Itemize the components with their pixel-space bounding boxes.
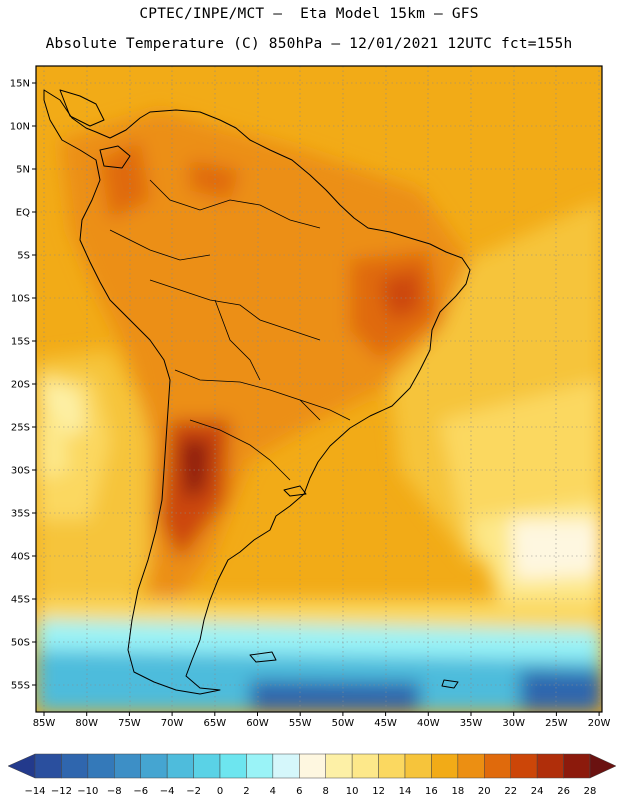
map-frame [35,65,603,713]
longitude-tick-label: 65W [203,718,226,729]
colorbar-tick-label: 10 [346,786,359,797]
latitude-tick-label: 5N [16,165,30,176]
colorbar-lower-extension [7,753,36,779]
colorbar-segment [246,753,274,779]
colorbar-segment [510,753,538,779]
colorbar-tick-label: 2 [243,786,249,797]
colorbar-tick-label: −2 [186,786,201,797]
colorbar-tick-label: −10 [77,786,98,797]
colorbar-segment [431,753,459,779]
temperature-field-shading [36,110,602,712]
latitude-tick-label: 30S [11,466,30,477]
longitude-tick-label: 40W [417,718,440,729]
map-subtitle: Absolute Temperature (C) 850hPa – 12/01/… [45,36,573,52]
colorbar-tick-label: 26 [557,786,570,797]
colorbar-tick-label: 0 [217,786,223,797]
latitude-tick-label: 45S [11,595,30,606]
colorbar-tick-label: 28 [584,786,597,797]
latitude-tick-label: 10N [10,122,30,133]
colorbar-segment [536,753,564,779]
longitude-tick-label: 55W [289,718,312,729]
colorbar-segment [299,753,326,779]
longitude-tick-label: 50W [332,718,355,729]
latitude-tick-label: 20S [11,380,30,391]
coastlines [43,89,471,695]
colorbar-tick-label: 6 [296,786,302,797]
colorbar-segment [34,753,62,779]
colorbar-segment [457,753,485,779]
colorbar-segment [563,753,591,779]
longitude-tick-label: 60W [246,718,269,729]
colorbar-tick-label: −14 [24,786,45,797]
colorbar-tick-label: −6 [133,786,148,797]
longitude-tick-label: 75W [118,718,141,729]
longitude-tick-label: 85W [33,718,56,729]
colorbar-tick-label: −4 [160,786,175,797]
colorbar-tick-label: 8 [323,786,329,797]
map-title: CPTEC/INPE/MCT – Eta Model 15km – GFS [139,6,479,22]
colorbar-tick-label: 14 [399,786,412,797]
colorbar-labels: −14 −12 −10 −8 −6 −4 −2 0 2 4 6 8 10 12 14 16 18 20 22 24 26… [24,786,596,797]
colorbar-tick-label: 4 [270,786,276,797]
latitude-tick-label: 50S [11,638,30,649]
latitude-axis: 15N 10N 5N EQ 5S 10S 15S 20S 25S 30S 35S 40S 45S 50S 5… [10,79,36,692]
colorbar-tick-label: −12 [51,786,72,797]
country-borders [109,179,351,481]
longitude-tick-label: 30W [502,718,525,729]
longitude-tick-label: 20W [588,718,611,729]
colorbar-tick-label: 16 [425,786,438,797]
colorbar-tick-label: 22 [504,786,517,797]
longitude-tick-label: 45W [374,718,397,729]
latitude-tick-label: EQ [16,208,30,219]
longitude-tick-label: 80W [75,718,98,729]
colorbar-segment [114,753,141,779]
colorbar-tick-label: 20 [478,786,491,797]
longitude-tick-label: 25W [545,718,568,729]
colorbar [7,753,617,779]
latitude-tick-label: 5S [17,251,30,262]
latitude-tick-label: 25S [11,423,30,434]
longitude-axis: 85W 80W 75W 70W 65W 60W 55W 50W 45W 40W 35W 30W 25W 2… [33,712,611,729]
latitude-tick-label: 35S [11,509,30,520]
colorbar-segment [140,753,168,779]
colorbar-segment [272,753,300,779]
colorbar-segment [484,753,511,779]
latitude-tick-label: 40S [11,552,30,563]
colorbar-tick-label: 12 [372,786,385,797]
colorbar-tick-label: 24 [531,786,544,797]
latitude-tick-label: 15N [10,79,30,90]
colorbar-segment [193,753,221,779]
colorbar-segment [378,753,406,779]
colorbar-segment [325,753,353,779]
colorbar-segment [404,753,432,779]
longitude-tick-label: 35W [460,718,483,729]
colorbar-segment [219,753,247,779]
colorbar-segment [87,753,115,779]
latitude-tick-label: 10S [11,294,30,305]
colorbar-upper-extension [589,753,617,779]
latitude-tick-label: 15S [11,337,30,348]
colorbar-segment [61,753,89,779]
latitude-tick-label: 55S [11,681,30,692]
colorbar-segment [166,753,194,779]
colorbar-tick-label: −8 [107,786,122,797]
colorbar-segment [351,753,379,779]
longitude-tick-label: 70W [161,718,184,729]
colorbar-tick-label: 18 [451,786,464,797]
